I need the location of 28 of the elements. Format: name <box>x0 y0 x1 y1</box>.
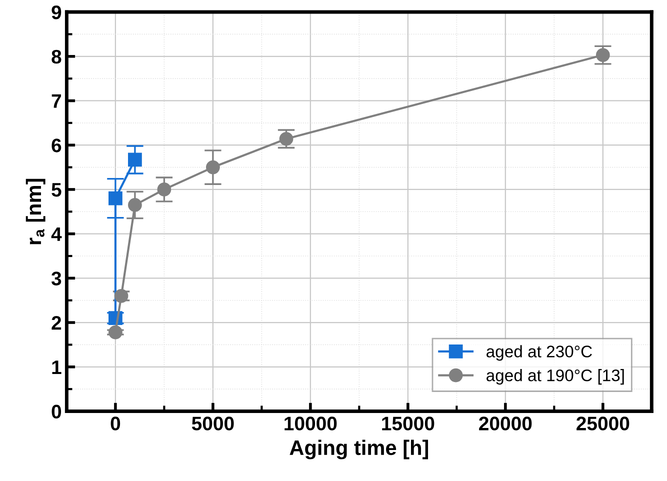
legend-label: aged at 230°C <box>486 345 592 361</box>
point <box>128 152 142 167</box>
y-tick-label: 0 <box>52 404 62 418</box>
y-tick-label: 5 <box>52 183 62 197</box>
point <box>279 132 294 146</box>
y-tick-label: 8 <box>52 50 62 64</box>
point <box>596 48 610 62</box>
legend-label: aged at 190°C [13] <box>486 369 624 385</box>
x-tick-label: 0 <box>110 416 120 430</box>
y-tick-label: 7 <box>52 94 61 108</box>
y-tick-label: 2 <box>52 316 62 330</box>
point <box>157 182 172 196</box>
x-tick-label: 5000 <box>192 416 234 430</box>
y-tick-label: 4 <box>51 227 62 241</box>
y-axis-title: r$_{a}$ [nm] <box>26 178 46 244</box>
y-tick-label: 6 <box>52 138 62 152</box>
x-tick-label: 25000 <box>576 416 630 430</box>
y-tick-label: 1 <box>52 360 62 374</box>
y-tick-label: 3 <box>51 272 62 286</box>
x-axis-title: Aging time [h] <box>290 440 428 460</box>
x-tick-label: 10000 <box>284 416 337 430</box>
point <box>108 191 122 206</box>
y-tick-label: 9 <box>52 5 62 20</box>
x-tick-label: 15000 <box>382 416 434 430</box>
point <box>128 198 142 212</box>
point <box>206 160 220 174</box>
point <box>108 325 122 340</box>
x-tick-label: 20000 <box>479 416 532 430</box>
